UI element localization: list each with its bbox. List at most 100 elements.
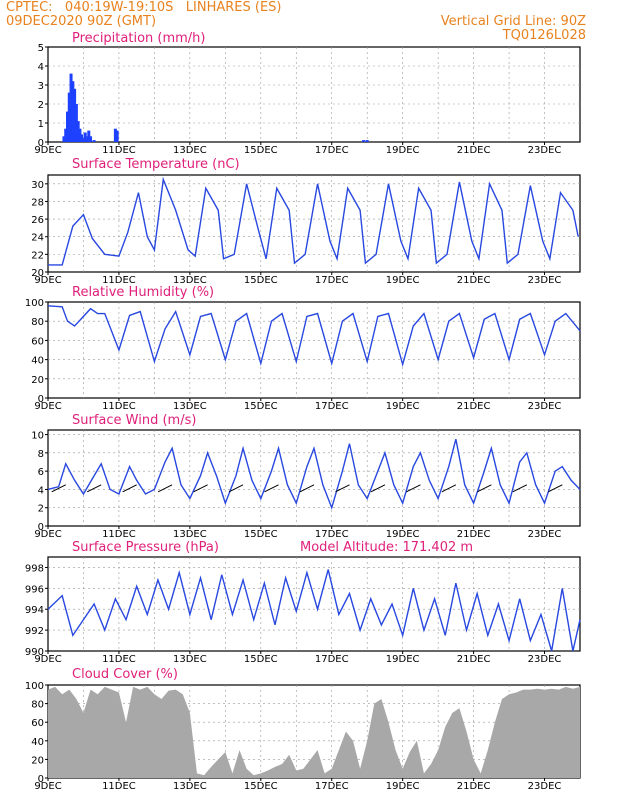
y-tick-label: 2 (38, 100, 44, 111)
precip-bar (66, 111, 70, 142)
y-tick-label: 60 (31, 718, 44, 729)
y-tick-label: 996 (25, 584, 44, 595)
y-tick-label: 10 (31, 431, 44, 442)
x-tick-label: 9DEC (34, 781, 61, 792)
precip-bar (85, 136, 89, 142)
x-tick-label: 13DEC (173, 145, 207, 156)
x-tick-label: 19DEC (386, 145, 420, 156)
y-tick-label: 60 (31, 336, 44, 347)
x-tick-label: 17DEC (315, 529, 349, 540)
panel-2: 20 22 24 26 28 30 9DEC 11DEC 13DEC 15DEC 17DEC 19DE… (31, 157, 581, 286)
precip-bar (92, 140, 96, 142)
panel-1: 0 1 2 3 4 5 9DEC 11DEC 13DEC 15DEC 17DEC 19DEC 21DEC… (34, 31, 581, 156)
y-tick-label: 0 (38, 394, 44, 405)
precip-bar (62, 136, 66, 142)
model-altitude: Model Altitude: 171.402 m (300, 540, 473, 555)
precip-bar (87, 130, 91, 142)
precip-bar (81, 138, 85, 142)
x-tick-label: 23DEC (528, 145, 562, 156)
y-tick-label: 22 (31, 250, 44, 261)
precip-bar (80, 134, 84, 142)
y-tick-label: 0 (38, 774, 44, 785)
wind-arrow (157, 484, 173, 493)
wind-arrow (477, 484, 492, 493)
panel-title: Relative Humidity (%) (72, 285, 214, 300)
x-tick-label: 21DEC (457, 654, 491, 665)
y-tick-label: 40 (31, 356, 44, 367)
x-tick-label: 21DEC (457, 781, 491, 792)
x-tick-label: 17DEC (315, 781, 349, 792)
series-line (47, 438, 581, 510)
x-tick-label: 9DEC (34, 654, 61, 665)
precip-bar (64, 128, 68, 142)
y-tick-label: 5 (38, 43, 44, 54)
y-tick-label: 998 (25, 563, 44, 574)
x-tick-label: 21DEC (457, 401, 491, 412)
x-tick-label: 15DEC (244, 654, 278, 665)
y-tick-label: 990 (25, 647, 44, 658)
panel-4: 0 2 4 6 8 10 9DEC 11DEC 13DEC 15DEC 17DEC 19DEC 21DE… (31, 413, 581, 540)
header-station: CPTEC: 040:19W-19:10S LINHARES (ES) (6, 0, 282, 15)
x-tick-label: 23DEC (528, 781, 562, 792)
x-tick-label: 11DEC (102, 145, 136, 156)
x-tick-label: 23DEC (528, 529, 562, 540)
plot-frame (47, 46, 581, 143)
precip-bar (71, 81, 75, 142)
y-tick-label: 20 (31, 268, 44, 279)
panel-title: Surface Pressure (hPa) (72, 540, 219, 555)
header-date: 09DEC2020 90Z (GMT) (6, 14, 157, 29)
wind-arrow (370, 484, 386, 493)
x-tick-label: 21DEC (457, 275, 491, 286)
precip-bar (69, 73, 73, 142)
precip-bar (365, 140, 369, 142)
x-tick-label: 17DEC (315, 654, 349, 665)
plot-frame (47, 301, 581, 399)
panel-6: 0 20 40 60 80 100 9DEC 11DEC 13DEC 15DEC 17DEC 19DE… (25, 667, 581, 792)
panel-title: Surface Wind (m/s) (72, 413, 196, 428)
plot-frame (47, 556, 581, 652)
y-tick-label: 992 (25, 626, 44, 637)
x-tick-label: 9DEC (34, 275, 61, 286)
x-tick-label: 15DEC (244, 145, 278, 156)
panel-title: Surface Temperature (nC) (72, 157, 240, 172)
wind-arrow (193, 484, 208, 493)
y-tick-label: 40 (31, 737, 44, 748)
x-tick-label: 9DEC (34, 529, 61, 540)
wind-arrow (406, 484, 421, 493)
plot-frame (47, 174, 581, 273)
x-tick-label: 21DEC (457, 529, 491, 540)
x-tick-label: 17DEC (315, 145, 349, 156)
precip-bar (67, 92, 71, 142)
wind-arrow (299, 484, 315, 493)
y-tick-label: 0 (38, 522, 44, 533)
y-tick-label: 100 (25, 298, 44, 309)
plot-frame (47, 429, 581, 527)
panel-title: Cloud Cover (%) (72, 667, 178, 682)
x-tick-label: 13DEC (173, 781, 207, 792)
x-tick-label: 11DEC (102, 654, 136, 665)
precip-bar (89, 136, 93, 142)
series-line (47, 569, 581, 652)
y-tick-label: 30 (31, 180, 44, 191)
precip-bar (115, 130, 119, 142)
y-tick-label: 2 (38, 504, 44, 515)
x-tick-label: 9DEC (34, 145, 61, 156)
y-tick-label: 26 (31, 215, 44, 226)
x-tick-label: 21DEC (457, 145, 491, 156)
y-tick-label: 1 (38, 119, 44, 130)
x-tick-label: 13DEC (173, 654, 207, 665)
x-tick-label: 19DEC (386, 401, 420, 412)
x-tick-label: 15DEC (244, 275, 278, 286)
y-tick-label: 80 (31, 317, 44, 328)
panel-3: 0 20 40 60 80 100 9DEC 11DEC 13DEC 15DEC 17DEC 19DE… (25, 285, 581, 412)
x-tick-label: 13DEC (173, 275, 207, 286)
x-tick-label: 19DEC (386, 275, 420, 286)
precip-bar (83, 132, 87, 142)
wind-arrow (264, 484, 279, 493)
cloud-cover-area (48, 686, 580, 778)
x-tick-label: 23DEC (528, 401, 562, 412)
x-tick-label: 15DEC (244, 529, 278, 540)
precip-bar (113, 128, 117, 142)
x-tick-label: 19DEC (386, 529, 420, 540)
